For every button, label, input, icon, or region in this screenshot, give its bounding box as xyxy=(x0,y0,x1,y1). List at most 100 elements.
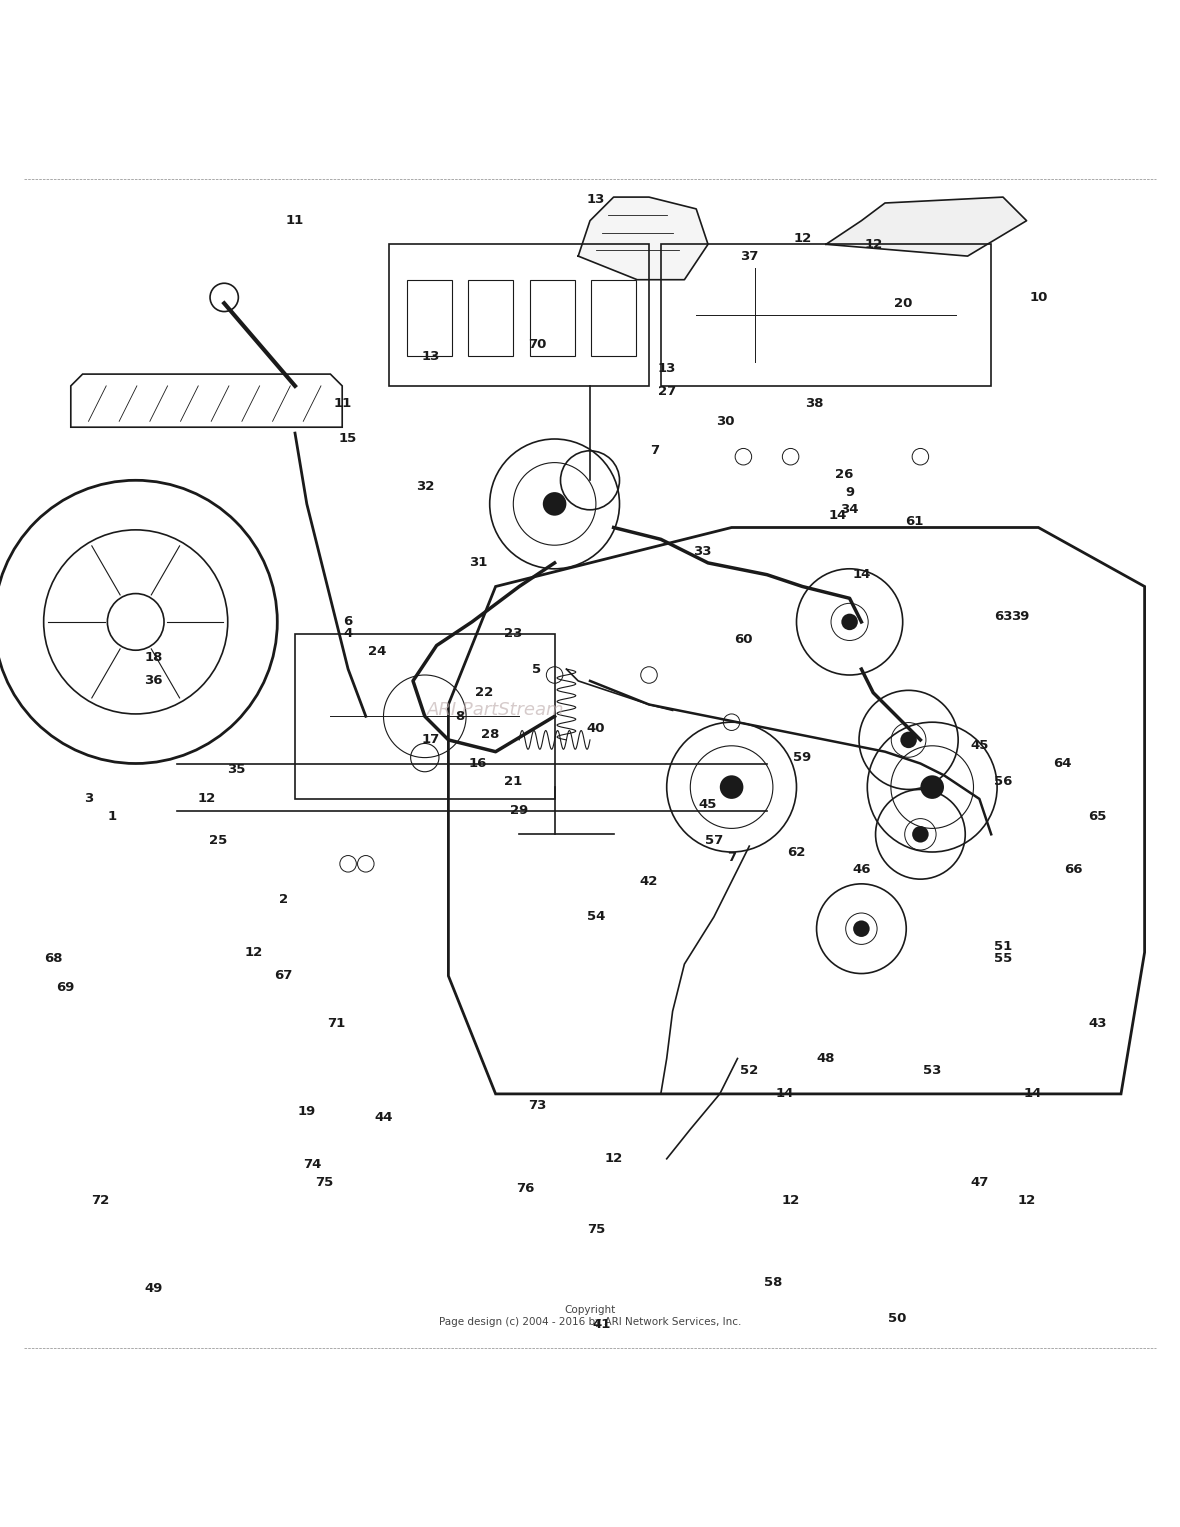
Text: ARI PartStream: ARI PartStream xyxy=(427,701,564,719)
Text: 7: 7 xyxy=(727,852,736,864)
Polygon shape xyxy=(578,197,708,279)
Text: 1: 1 xyxy=(107,811,117,823)
Text: 44: 44 xyxy=(374,1112,393,1124)
Text: 74: 74 xyxy=(303,1157,322,1171)
Text: 72: 72 xyxy=(91,1194,110,1206)
Text: 41: 41 xyxy=(592,1318,611,1330)
Text: 46: 46 xyxy=(852,863,871,876)
Bar xyxy=(661,244,991,386)
Text: 42: 42 xyxy=(640,875,658,889)
Text: 37: 37 xyxy=(740,249,759,263)
Text: 45: 45 xyxy=(970,739,989,753)
Text: 12: 12 xyxy=(244,945,263,959)
Text: 6: 6 xyxy=(343,615,353,629)
Text: 19: 19 xyxy=(297,1106,316,1118)
Text: 67: 67 xyxy=(274,970,293,982)
Circle shape xyxy=(900,731,917,748)
Text: 14: 14 xyxy=(1023,1087,1042,1101)
Text: 75: 75 xyxy=(586,1223,605,1235)
Text: 47: 47 xyxy=(970,1176,989,1190)
Text: 38: 38 xyxy=(805,397,824,411)
Bar xyxy=(407,279,452,356)
Text: 13: 13 xyxy=(657,362,676,374)
Bar xyxy=(591,279,636,356)
Text: 11: 11 xyxy=(333,397,352,411)
Text: 53: 53 xyxy=(923,1064,942,1077)
Text: 75: 75 xyxy=(315,1176,334,1190)
Text: 61: 61 xyxy=(905,515,924,528)
Circle shape xyxy=(912,826,929,843)
Text: 8: 8 xyxy=(455,710,465,722)
Text: 15: 15 xyxy=(339,432,358,446)
Text: 35: 35 xyxy=(227,764,245,776)
Text: 58: 58 xyxy=(763,1277,782,1289)
Circle shape xyxy=(920,776,944,799)
Text: 65: 65 xyxy=(1088,811,1107,823)
Text: 36: 36 xyxy=(144,675,163,687)
Text: 12: 12 xyxy=(604,1153,623,1165)
Text: 39: 39 xyxy=(1011,609,1030,623)
Text: 57: 57 xyxy=(704,834,723,846)
Text: 12: 12 xyxy=(793,232,812,244)
Text: 69: 69 xyxy=(55,982,74,994)
Text: 26: 26 xyxy=(834,467,853,481)
Text: 28: 28 xyxy=(480,727,499,741)
Text: 12: 12 xyxy=(781,1194,800,1206)
Text: 71: 71 xyxy=(327,1017,346,1029)
Text: 4: 4 xyxy=(343,628,353,640)
Text: 70: 70 xyxy=(527,337,546,351)
Text: 34: 34 xyxy=(840,504,859,516)
Text: 31: 31 xyxy=(468,556,487,570)
Text: 12: 12 xyxy=(197,793,216,805)
Text: 59: 59 xyxy=(793,751,812,764)
Text: 62: 62 xyxy=(787,846,806,858)
Text: 18: 18 xyxy=(144,651,163,664)
Text: 13: 13 xyxy=(586,192,605,206)
Text: 51: 51 xyxy=(994,941,1012,953)
Text: 60: 60 xyxy=(734,634,753,646)
Bar xyxy=(389,244,649,386)
Text: Copyright
Page design (c) 2004 - 2016 by ARI Network Services, Inc.: Copyright Page design (c) 2004 - 2016 by… xyxy=(439,1306,741,1327)
Text: 25: 25 xyxy=(209,834,228,846)
Circle shape xyxy=(853,921,870,938)
Text: 12: 12 xyxy=(1017,1194,1036,1206)
Text: 64: 64 xyxy=(1053,757,1071,770)
Circle shape xyxy=(841,614,858,631)
Bar xyxy=(530,279,575,356)
Text: 27: 27 xyxy=(657,385,676,399)
Text: 48: 48 xyxy=(817,1052,835,1064)
Bar xyxy=(468,279,513,356)
Text: 14: 14 xyxy=(852,568,871,582)
Text: 13: 13 xyxy=(421,350,440,363)
Text: 7: 7 xyxy=(650,444,660,457)
Text: 43: 43 xyxy=(1088,1017,1107,1029)
Text: 54: 54 xyxy=(586,910,605,924)
Text: 12: 12 xyxy=(864,238,883,250)
Text: 16: 16 xyxy=(468,757,487,770)
Text: 14: 14 xyxy=(828,508,847,522)
Text: 21: 21 xyxy=(504,774,523,788)
Text: 33: 33 xyxy=(693,545,712,557)
Text: 76: 76 xyxy=(516,1182,535,1194)
Text: 20: 20 xyxy=(893,296,912,310)
Text: 3: 3 xyxy=(84,793,93,805)
Text: 45: 45 xyxy=(699,799,717,811)
Text: 50: 50 xyxy=(887,1312,906,1324)
Circle shape xyxy=(543,492,566,516)
Text: 63: 63 xyxy=(994,609,1012,623)
Text: 11: 11 xyxy=(286,214,304,228)
Text: 9: 9 xyxy=(845,486,854,499)
Text: 30: 30 xyxy=(716,415,735,428)
Text: 55: 55 xyxy=(994,951,1012,965)
Text: 14: 14 xyxy=(775,1087,794,1101)
Text: 56: 56 xyxy=(994,774,1012,788)
Text: 66: 66 xyxy=(1064,863,1083,876)
Text: 10: 10 xyxy=(1029,292,1048,304)
Text: 32: 32 xyxy=(415,479,434,493)
Text: 40: 40 xyxy=(586,722,605,734)
Text: 49: 49 xyxy=(144,1283,163,1295)
Text: 29: 29 xyxy=(510,805,529,817)
Text: 17: 17 xyxy=(421,733,440,747)
Text: 23: 23 xyxy=(504,628,523,640)
Text: 5: 5 xyxy=(532,663,542,675)
